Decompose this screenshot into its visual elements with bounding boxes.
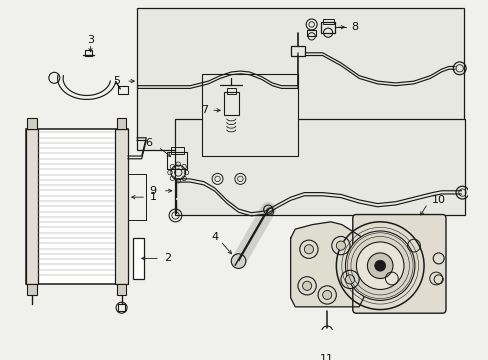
- Bar: [118, 86, 127, 94]
- Bar: [320, 22, 335, 33]
- Bar: [171, 147, 183, 154]
- Text: 4: 4: [211, 232, 218, 242]
- Bar: [137, 8, 463, 150]
- Bar: [27, 118, 37, 129]
- Circle shape: [345, 275, 354, 284]
- Bar: [174, 120, 464, 215]
- Bar: [27, 284, 37, 295]
- Bar: [306, 30, 316, 36]
- Bar: [118, 304, 125, 311]
- Circle shape: [366, 253, 392, 279]
- Polygon shape: [290, 222, 363, 307]
- FancyBboxPatch shape: [352, 215, 445, 313]
- Bar: [25, 129, 39, 284]
- Bar: [117, 284, 126, 295]
- Bar: [322, 337, 331, 344]
- Text: 7: 7: [201, 105, 208, 115]
- Bar: [25, 129, 128, 284]
- Circle shape: [345, 231, 414, 301]
- Circle shape: [322, 291, 331, 300]
- Bar: [85, 50, 92, 57]
- Bar: [290, 46, 305, 55]
- Circle shape: [302, 281, 311, 291]
- Text: 6: 6: [145, 138, 152, 148]
- Text: 5: 5: [113, 76, 120, 86]
- Bar: [226, 87, 235, 94]
- Bar: [115, 129, 128, 284]
- Bar: [167, 152, 187, 169]
- Text: 3: 3: [87, 35, 94, 45]
- Bar: [117, 118, 126, 129]
- Text: 11: 11: [320, 354, 333, 360]
- Bar: [224, 92, 238, 115]
- Circle shape: [374, 260, 385, 271]
- Text: 9: 9: [149, 186, 156, 196]
- Text: 1: 1: [150, 192, 157, 202]
- Circle shape: [336, 241, 345, 250]
- Circle shape: [304, 245, 313, 254]
- Bar: [322, 19, 333, 23]
- Bar: [132, 238, 143, 279]
- Bar: [202, 74, 297, 156]
- Text: 8: 8: [350, 22, 357, 32]
- Text: 2: 2: [163, 253, 170, 264]
- Circle shape: [356, 242, 403, 289]
- Text: 10: 10: [431, 195, 446, 205]
